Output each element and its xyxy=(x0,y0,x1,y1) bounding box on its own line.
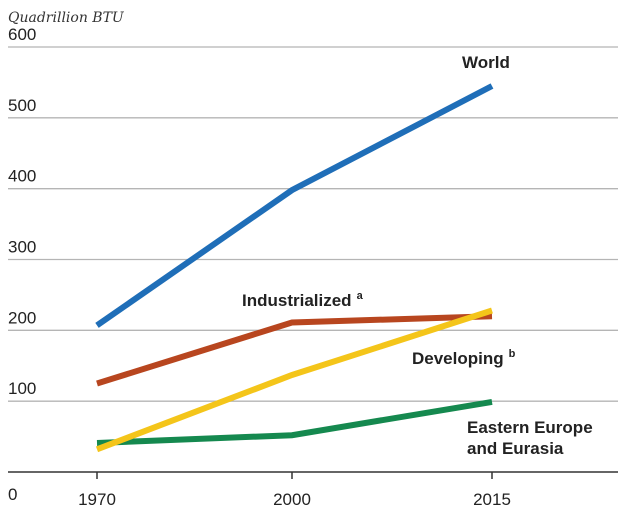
series-label-world: World xyxy=(462,53,510,72)
y-tick-label: 100 xyxy=(8,379,36,398)
series-line-eastern-europe-and-eurasia xyxy=(96,398,493,446)
series-line-world xyxy=(95,83,494,328)
x-axis-ticks: 1970 2000 2015 xyxy=(78,472,511,509)
series-line-industrialized xyxy=(96,313,493,387)
y-tick-label: 0 xyxy=(8,485,17,504)
series-label-eastern-europe-and-eurasia: Eastern Europe xyxy=(467,418,593,437)
y-axis-ticks: 0 100 200 300 400 500 600 xyxy=(8,25,36,504)
y-axis-unit-label: Quadrillion BTU xyxy=(8,10,125,26)
series-label-industrialized: Industrialized a xyxy=(242,290,364,310)
y-tick-label: 400 xyxy=(8,167,36,186)
gridlines xyxy=(8,46,618,473)
series-line-developing xyxy=(95,307,493,453)
series-labels: World Industrialized a Developing b Eastern E… xyxy=(242,53,593,458)
x-tick-label: 2015 xyxy=(473,490,511,509)
y-tick-label: 200 xyxy=(8,308,36,327)
y-tick-label: 600 xyxy=(8,25,36,44)
y-tick-label: 500 xyxy=(8,96,36,115)
series-lines xyxy=(95,83,494,453)
y-tick-label: 300 xyxy=(8,238,36,257)
x-tick-label: 2000 xyxy=(273,490,311,509)
series-label-footnote: b xyxy=(509,348,516,360)
series-label-eastern-europe-and-eurasia: and Eurasia xyxy=(467,439,564,458)
series-label-footnote: a xyxy=(357,290,364,302)
x-tick-label: 1970 xyxy=(78,490,116,509)
series-label-developing: Developing b xyxy=(412,348,516,368)
